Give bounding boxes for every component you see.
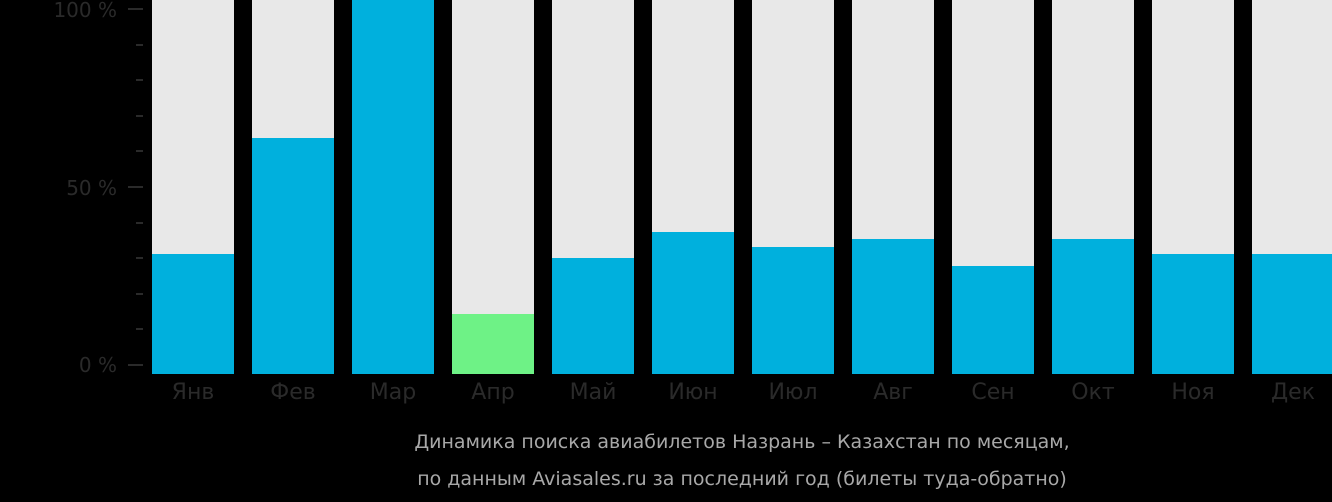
x-tick-label: Май (569, 380, 617, 405)
bar-value (152, 254, 234, 374)
bar-value (1152, 254, 1234, 374)
y-tick-label-0: 0 % (78, 353, 117, 377)
bar-plot-area (152, 0, 1332, 374)
bar-value (352, 0, 434, 374)
x-tick-label: Ноя (1171, 380, 1215, 405)
bar-value (952, 266, 1034, 374)
bar-5 (552, 0, 634, 374)
bar-value (852, 239, 934, 374)
x-tick-label: Июл (768, 380, 818, 405)
y-minor-tick (136, 328, 143, 331)
bar-4 (452, 0, 534, 374)
bar-value (452, 314, 534, 374)
y-minor-tick (136, 221, 143, 224)
y-minor-tick (136, 292, 143, 295)
bar-10 (1052, 0, 1134, 374)
x-tick-label: Дек (1270, 380, 1315, 405)
bar-value (252, 138, 334, 374)
x-tick-label: Сен (971, 380, 1015, 405)
bar-3 (352, 0, 434, 374)
y-minor-tick (136, 114, 143, 117)
x-tick-label: Апр (471, 380, 515, 405)
y-minor-tick (136, 150, 143, 153)
bar-9 (952, 0, 1034, 374)
bar-7 (752, 0, 834, 374)
bar-2 (252, 0, 334, 374)
x-tick-label: Фев (270, 380, 316, 405)
y-minor-tick (136, 257, 143, 260)
x-tick-label: Мар (369, 380, 417, 405)
bar-value (752, 247, 834, 374)
bar-12 (1252, 0, 1332, 374)
bar-6 (652, 0, 734, 374)
y-axis: 100 % 50 % 0 % (0, 0, 150, 380)
x-tick-label: Окт (1071, 380, 1115, 405)
bar-value (1052, 239, 1134, 374)
chart-caption-line-2: по данным Aviasales.ru за последний год … (417, 468, 1067, 490)
bar-11 (1152, 0, 1234, 374)
bar-1 (152, 0, 234, 374)
x-tick-label: Авг (873, 380, 913, 405)
y-major-tick (128, 186, 143, 188)
bar-value (1252, 254, 1332, 374)
bar-value (652, 232, 734, 374)
y-major-tick (128, 8, 143, 10)
y-minor-tick (136, 79, 143, 82)
y-major-tick (128, 364, 143, 366)
x-tick-label: Янв (171, 380, 215, 405)
chart-caption-line-1: Динамика поиска авиабилетов Назрань – Ка… (414, 431, 1070, 453)
bar-value (552, 258, 634, 374)
y-tick-label-50: 50 % (66, 176, 117, 200)
bar-8 (852, 0, 934, 374)
y-tick-label-100: 100 % (53, 0, 117, 22)
x-tick-label: Июн (668, 380, 718, 405)
y-minor-tick (136, 43, 143, 46)
